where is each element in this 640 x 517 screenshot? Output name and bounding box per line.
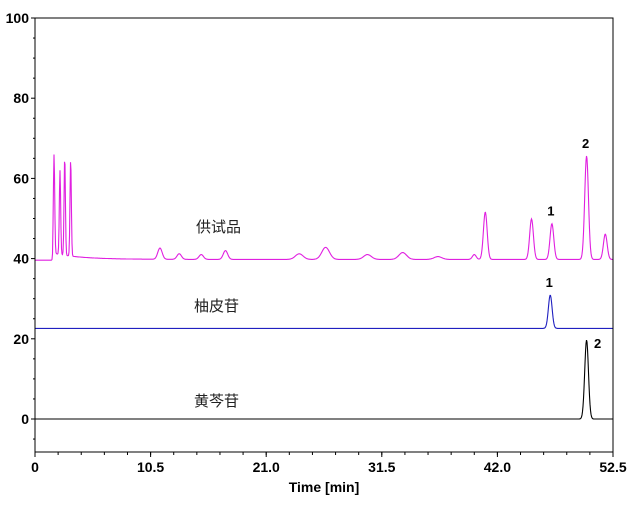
series-line-2: [35, 339, 613, 420]
peak-label: 2: [582, 136, 589, 151]
series-name-label: 黄芩苷: [194, 392, 239, 410]
x-tick-label: 31.5: [368, 459, 395, 475]
series-line-0: [35, 154, 613, 261]
y-tick-label: 60: [13, 170, 29, 186]
x-tick-label: 52.5: [599, 459, 626, 475]
axis-ticks: 0 20 40 60 80 100 0 10.5 21.0 31.5 42.0 52.5: [6, 10, 627, 475]
traces: [35, 154, 613, 420]
peak-label: 2: [594, 336, 601, 351]
y-tick-label: 20: [13, 331, 29, 347]
peak-label: 1: [547, 204, 554, 219]
y-tick-label: 0: [21, 411, 29, 427]
x-tick-label: 0: [31, 459, 39, 475]
series-line-1: [35, 294, 613, 329]
x-tick-label: 42.0: [484, 459, 511, 475]
y-tick-label: 40: [13, 251, 29, 267]
series-name-label: 柚皮苷: [194, 297, 239, 315]
x-axis-title: Time [min]: [289, 479, 360, 495]
series-name-label: 供试品: [196, 218, 241, 236]
series-labels: 1 2 供试品 1 柚皮苷 2 黄芩苷: [194, 136, 601, 410]
x-tick-label: 10.5: [137, 459, 164, 475]
y-tick-label: 100: [6, 10, 30, 26]
peak-label: 1: [546, 275, 553, 290]
plot-frame: [34, 17, 614, 453]
x-tick-label: 21.0: [253, 459, 280, 475]
y-tick-label: 80: [13, 90, 29, 106]
